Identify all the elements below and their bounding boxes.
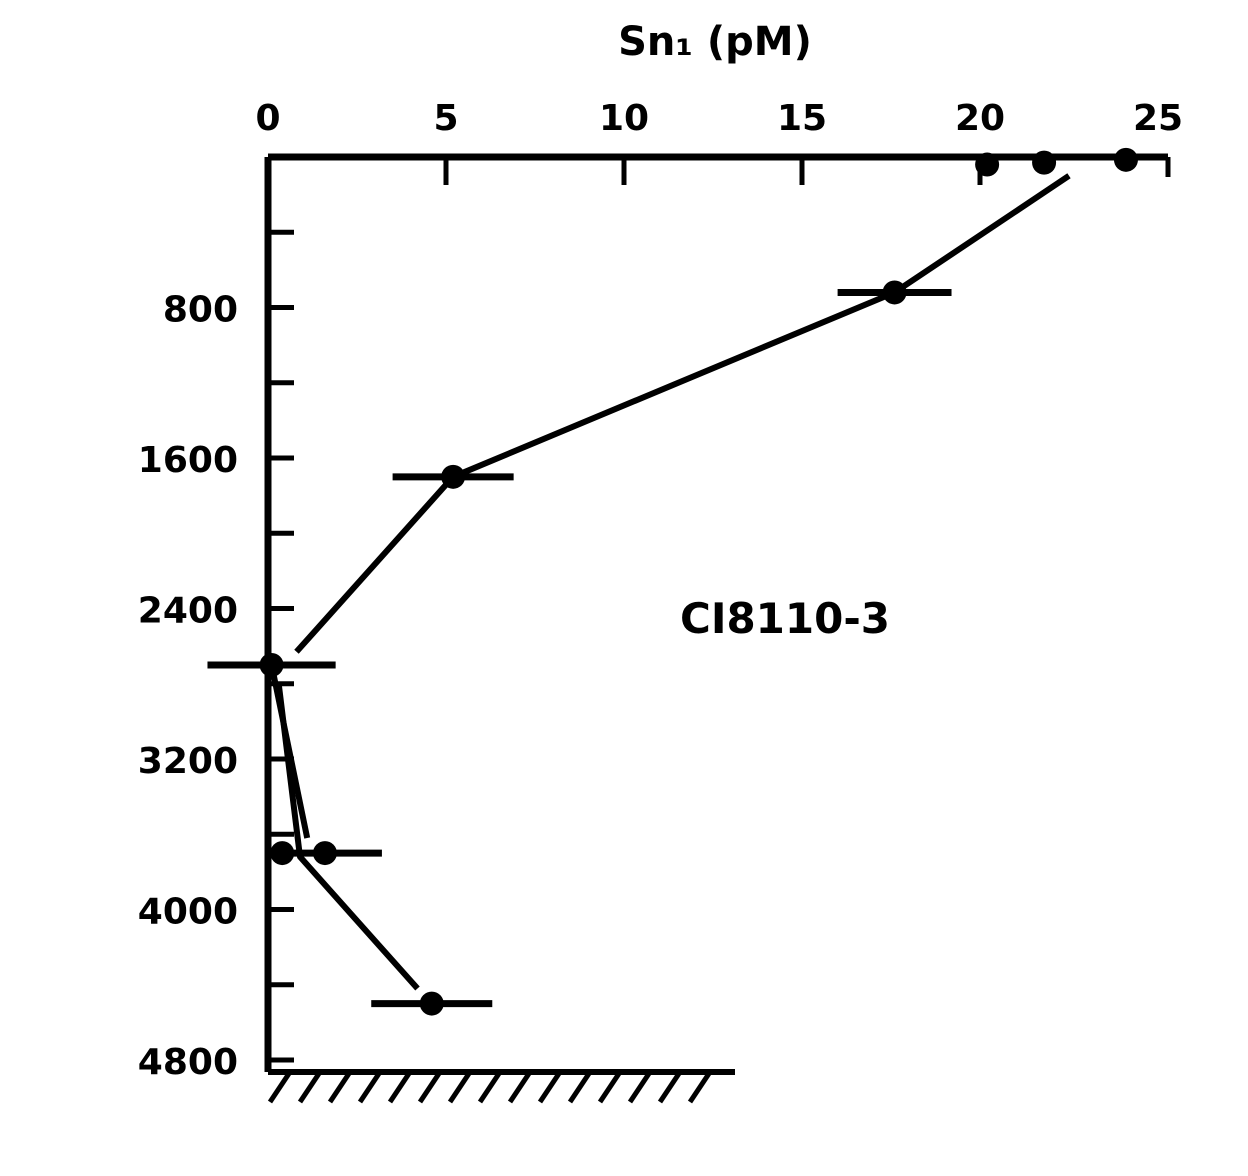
seabed-hatch bbox=[267, 1070, 293, 1104]
x-tick-label: 20 bbox=[955, 98, 1005, 139]
seabed-hatch bbox=[327, 1070, 353, 1104]
x-tick-label: 25 bbox=[1133, 98, 1183, 139]
data-points bbox=[259, 147, 1138, 1016]
x-axis-ticks: 0 5 10 15 20 25 bbox=[255, 98, 1183, 185]
seabed-hatch bbox=[627, 1070, 653, 1104]
data-point bbox=[419, 991, 444, 1016]
y-tick-label: 4000 bbox=[138, 892, 238, 933]
data-point bbox=[882, 280, 907, 305]
data-point bbox=[312, 841, 337, 866]
seabed-hatch bbox=[567, 1070, 593, 1104]
error-bars bbox=[207, 156, 1137, 1008]
seabed-hatch bbox=[417, 1070, 443, 1104]
seabed-hatching bbox=[267, 1069, 735, 1104]
seabed-hatch bbox=[597, 1070, 623, 1104]
seabed-hatch bbox=[657, 1070, 683, 1104]
data-point bbox=[1032, 150, 1057, 175]
y-tick-label: 3200 bbox=[138, 741, 238, 782]
seabed-hatch bbox=[687, 1070, 713, 1104]
seabed-hatch bbox=[297, 1070, 323, 1104]
y-tick-label: 2400 bbox=[138, 591, 238, 632]
seabed-hatch bbox=[507, 1070, 533, 1104]
x-tick-label: 5 bbox=[433, 98, 458, 139]
data-point bbox=[259, 652, 284, 677]
data-point bbox=[270, 841, 295, 866]
seabed-hatch bbox=[447, 1070, 473, 1104]
y-tick-label: 4800 bbox=[138, 1042, 238, 1083]
profile-line bbox=[294, 173, 1071, 654]
data-point bbox=[1113, 147, 1138, 172]
seabed-hatch bbox=[537, 1070, 563, 1104]
x-tick-label: 0 bbox=[255, 98, 280, 139]
data-point bbox=[441, 464, 466, 489]
seabed-hatch bbox=[477, 1070, 503, 1104]
x-tick-label: 10 bbox=[599, 98, 649, 139]
seabed-hatch bbox=[387, 1070, 413, 1104]
station-label: CI8110-3 bbox=[680, 594, 890, 643]
y-axis-ticks: 800 1600 2400 3200 4000 4800 bbox=[138, 229, 294, 1083]
profile-line bbox=[275, 683, 420, 991]
x-axis-title: Sn₁ (pM) bbox=[618, 19, 812, 65]
y-tick-label: 1600 bbox=[138, 440, 238, 481]
seabed-hatch bbox=[357, 1070, 383, 1104]
x-tick-label: 15 bbox=[777, 98, 827, 139]
y-tick-label: 800 bbox=[163, 290, 238, 331]
profile-lines bbox=[268, 173, 1071, 991]
